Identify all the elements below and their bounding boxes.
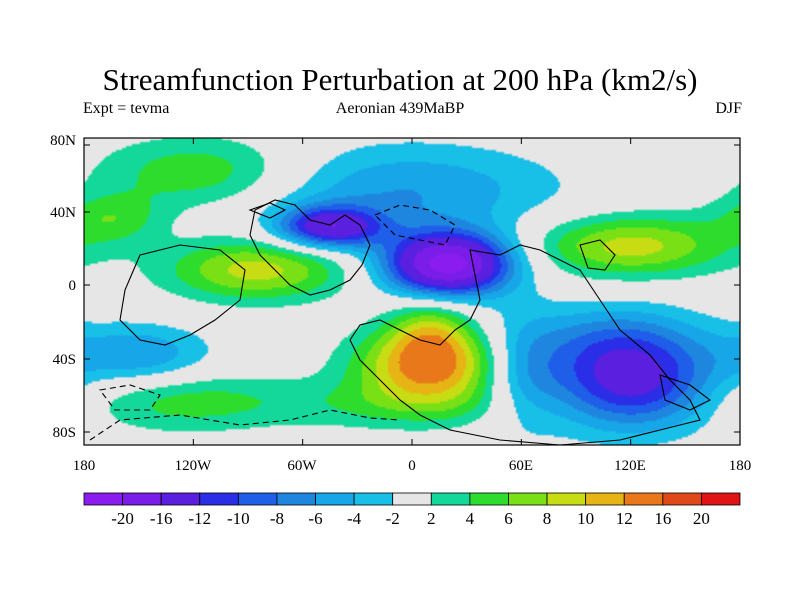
colorbar-label: 8 [542, 509, 552, 528]
xtick-label: 120W [174, 458, 212, 474]
coastline-laurentia [249, 199, 371, 296]
coastline-gondwana [349, 244, 701, 446]
colorbar-swatch [160, 492, 201, 506]
colorbar-swatch [662, 492, 702, 506]
ytick-label: 80N [50, 133, 76, 149]
xtick-label: 0 [408, 458, 416, 474]
contour-field [84, 138, 740, 445]
colorbar-swatch [353, 492, 394, 506]
ytick-label: 40N [50, 205, 76, 221]
colorbar-label: -20 [111, 509, 134, 528]
colorbar-label: -4 [347, 509, 362, 528]
colorbar-label: 2 [427, 509, 436, 528]
coastline-east-fragments [659, 374, 712, 411]
coastline-south-pole [89, 409, 401, 441]
colorbar-label: -2 [385, 509, 400, 528]
xtick-label: 60W [287, 458, 317, 474]
colorbar [83, 492, 741, 506]
colorbar-label: 6 [504, 509, 513, 528]
colorbar-swatch [237, 492, 278, 506]
coastline-west-gondwana [119, 244, 246, 346]
colorbar-label: 10 [577, 509, 595, 528]
colorbar-swatch [469, 492, 509, 506]
colorbar-label: 16 [654, 509, 672, 528]
coastlines [89, 199, 712, 446]
colorbar-swatch [585, 492, 625, 506]
colorbar-swatch [83, 492, 123, 506]
coastline-north-island [248, 202, 287, 219]
xtick-label: 180 [72, 458, 96, 474]
colorbar-swatch [623, 492, 664, 506]
coastline-baltica [374, 204, 456, 246]
xtick-label: 120E [614, 458, 646, 474]
experiment-label: Expt = tevma [83, 100, 170, 117]
colorbar-swatch [392, 492, 432, 506]
colorbar-label: 4 [465, 509, 475, 528]
period-label: Aeronian 439MaBP [335, 100, 465, 117]
colorbar-swatch [701, 492, 741, 506]
colorbar-label: 20 [692, 509, 710, 528]
colorbar-label: -6 [308, 509, 323, 528]
ytick-label: 0 [68, 278, 77, 294]
colorbar-label: -10 [227, 509, 250, 528]
season-label: DJF [715, 100, 742, 117]
colorbar-label: -12 [188, 509, 212, 528]
colorbar-swatch [546, 492, 587, 506]
colorbar-swatch [276, 492, 316, 506]
xtick-label: 180 [728, 458, 752, 474]
xtick-label: 60E [508, 458, 534, 474]
colorbar-swatch [199, 492, 239, 506]
colorbar-swatch [508, 492, 548, 506]
ytick-label: 40S [52, 352, 76, 368]
colorbar-swatch [430, 492, 471, 506]
colorbar-label: 12 [615, 509, 633, 528]
colorbar-label: -16 [149, 509, 173, 528]
ytick-label: 80S [52, 425, 76, 441]
colorbar-swatch [315, 492, 355, 506]
plot-title: Streamfunction Perturbation at 200 hPa (… [102, 62, 698, 97]
coastline-siberia [579, 239, 616, 271]
coastline-south-islands [99, 384, 161, 411]
colorbar-label: -8 [269, 509, 285, 528]
colorbar-swatch [122, 492, 162, 506]
